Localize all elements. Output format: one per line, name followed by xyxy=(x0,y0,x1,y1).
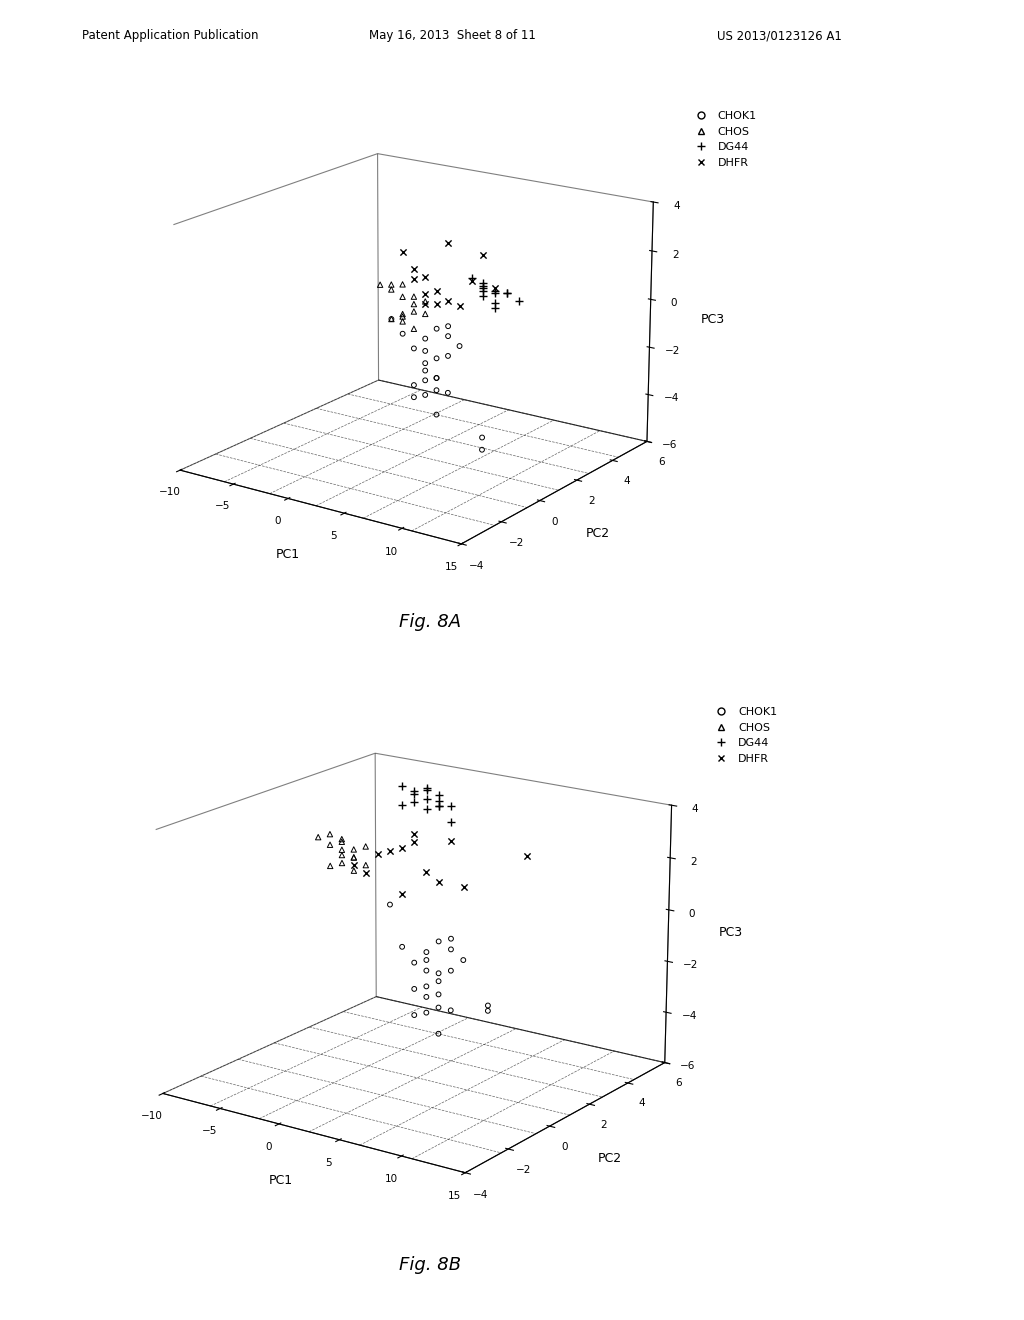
X-axis label: PC1: PC1 xyxy=(268,1173,293,1187)
Text: May 16, 2013  Sheet 8 of 11: May 16, 2013 Sheet 8 of 11 xyxy=(369,29,536,42)
X-axis label: PC1: PC1 xyxy=(275,548,299,561)
Legend: CHOK1, CHOS, DG44, DHFR: CHOK1, CHOS, DG44, DHFR xyxy=(711,708,777,764)
Text: Patent Application Publication: Patent Application Publication xyxy=(82,29,258,42)
Text: US 2013/0123126 A1: US 2013/0123126 A1 xyxy=(717,29,842,42)
Y-axis label: PC2: PC2 xyxy=(586,527,610,540)
Y-axis label: PC2: PC2 xyxy=(597,1151,622,1164)
Text: Fig. 8A: Fig. 8A xyxy=(399,612,461,631)
Text: Fig. 8B: Fig. 8B xyxy=(399,1255,461,1274)
Legend: CHOK1, CHOS, DG44, DHFR: CHOK1, CHOS, DG44, DHFR xyxy=(690,111,757,168)
